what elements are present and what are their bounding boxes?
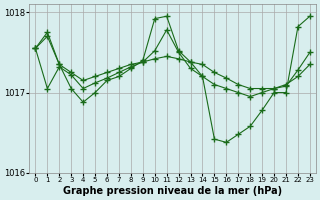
X-axis label: Graphe pression niveau de la mer (hPa): Graphe pression niveau de la mer (hPa): [63, 186, 282, 196]
